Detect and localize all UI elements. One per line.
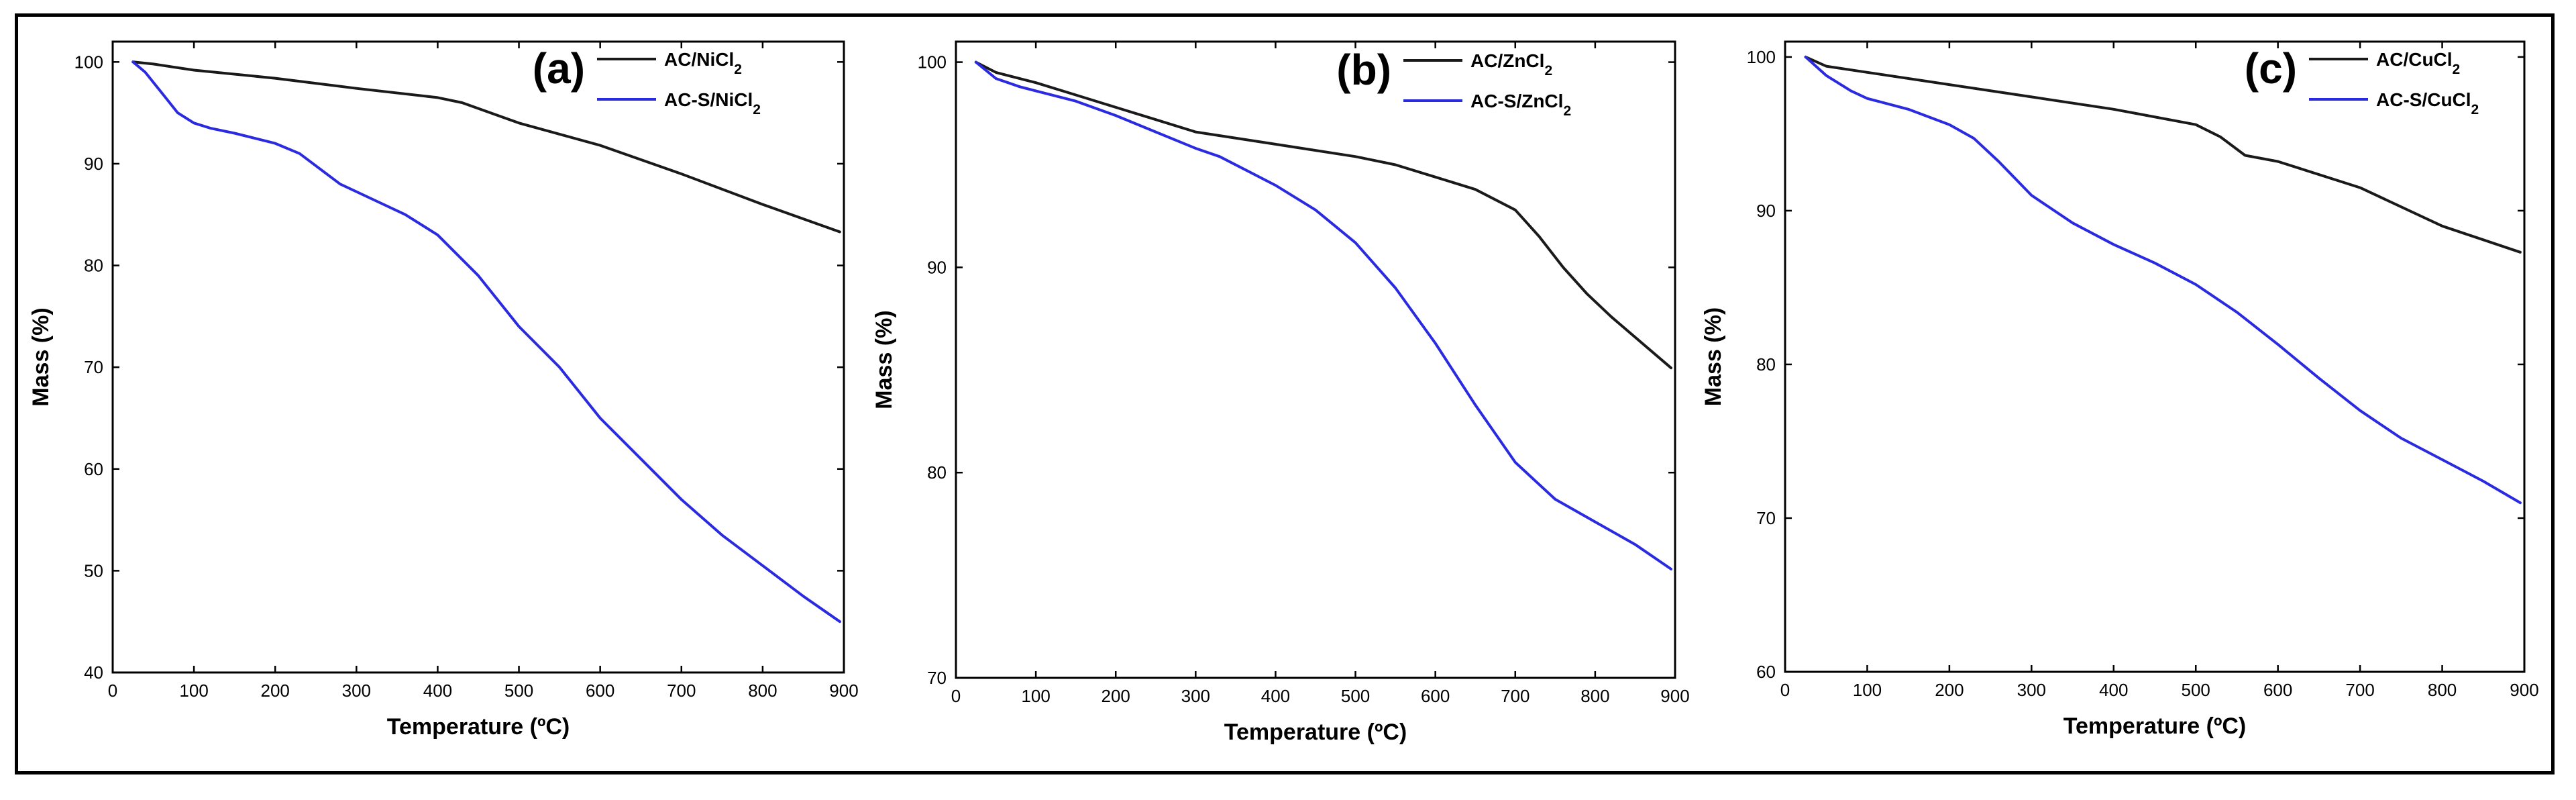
x-tick-label: 400 bbox=[1261, 686, 1290, 706]
series-line-ac bbox=[974, 60, 1672, 370]
x-tick-label: 200 bbox=[1102, 686, 1130, 706]
x-tick-label: 600 bbox=[1421, 686, 1450, 706]
plot-area bbox=[955, 40, 1676, 679]
x-tick-label: 600 bbox=[586, 681, 614, 701]
y-tick-label: 100 bbox=[918, 52, 947, 72]
x-tick-label: 100 bbox=[1021, 686, 1050, 706]
y-tick-label: 60 bbox=[1756, 662, 1776, 682]
y-tick-label: 70 bbox=[927, 668, 947, 688]
y-tick-label: 80 bbox=[927, 462, 947, 483]
legend: AC/CuCl2 AC-S/CuCl2 bbox=[2309, 49, 2479, 117]
legend: AC/ZnCl2 AC-S/ZnCl2 bbox=[1403, 50, 1571, 119]
legend-label: AC-S/NiCl2 bbox=[664, 89, 761, 117]
y-tick-label: 90 bbox=[1756, 201, 1776, 221]
x-tick-label: 900 bbox=[1660, 686, 1689, 706]
x-tick-label: 800 bbox=[2428, 680, 2457, 700]
legend-label: AC-S/ZnCl2 bbox=[1470, 91, 1571, 119]
series-line-ac bbox=[1804, 55, 2522, 254]
legend-label: AC/ZnCl2 bbox=[1470, 50, 1552, 79]
x-axis-title: Temperature (ºC) bbox=[387, 714, 570, 740]
x-axis-title: Temperature (ºC) bbox=[1224, 719, 1407, 745]
legend-label: AC/CuCl2 bbox=[2376, 49, 2460, 77]
chart-panel-2: 0 100 200 300 400 500 600 700 800 900 70 80 90 100 Tem… bbox=[871, 40, 1690, 745]
panel-label: (a) bbox=[533, 44, 585, 93]
figure-frame bbox=[15, 13, 2555, 774]
x-tick-label: 900 bbox=[2510, 680, 2538, 700]
x-tick-label: 800 bbox=[748, 681, 777, 701]
series-line-ac-s bbox=[1804, 55, 2522, 505]
panel-label: (c) bbox=[2245, 44, 2297, 93]
plot-area bbox=[111, 40, 845, 674]
x-tick-label: 300 bbox=[342, 681, 371, 701]
x-tick-label: 900 bbox=[829, 681, 858, 701]
x-tick-label: 700 bbox=[1501, 686, 1529, 706]
y-tick-label: 70 bbox=[84, 357, 103, 377]
x-tick-label: 500 bbox=[1341, 686, 1370, 706]
x-tick-label: 0 bbox=[1780, 680, 1790, 700]
x-tick-label: 700 bbox=[667, 681, 696, 701]
y-tick-label: 50 bbox=[84, 560, 103, 581]
y-tick-label: 90 bbox=[927, 257, 947, 277]
x-tick-label: 500 bbox=[504, 681, 533, 701]
x-tick-label: 100 bbox=[179, 681, 208, 701]
x-tick-label: 400 bbox=[2099, 680, 2128, 700]
chart-panel-3: 0 100 200 300 400 500 600 700 800 900 60 70 80 90 100 T… bbox=[1701, 40, 2539, 739]
y-tick-label: 70 bbox=[1756, 508, 1776, 528]
y-tick-label: 40 bbox=[84, 662, 103, 683]
y-tick-label: 80 bbox=[84, 256, 103, 276]
x-tick-label: 0 bbox=[951, 686, 961, 706]
x-tick-label: 600 bbox=[2263, 680, 2292, 700]
x-tick-label: 200 bbox=[261, 681, 290, 701]
x-tick-label: 200 bbox=[1935, 680, 1964, 700]
x-axis-title: Temperature (ºC) bbox=[2063, 713, 2247, 739]
x-tick-label: 500 bbox=[2182, 680, 2210, 700]
x-tick-label: 800 bbox=[1580, 686, 1609, 706]
y-tick-label: 80 bbox=[1756, 354, 1776, 374]
y-tick-label: 100 bbox=[1747, 47, 1776, 67]
plot-area bbox=[1784, 40, 2526, 673]
x-tick-label: 0 bbox=[108, 681, 117, 701]
x-tick-label: 300 bbox=[1181, 686, 1210, 706]
y-axis-title: Mass (%) bbox=[28, 307, 54, 406]
series-line-ac-s bbox=[131, 60, 841, 623]
y-tick-label: 60 bbox=[84, 459, 103, 479]
y-axis-title: Mass (%) bbox=[1701, 307, 1726, 406]
legend-label: AC/NiCl2 bbox=[664, 49, 742, 77]
x-tick-label: 300 bbox=[2017, 680, 2046, 700]
legend: AC/NiCl2 AC-S/NiCl2 bbox=[597, 49, 761, 117]
chart-panel-1: 0 100 200 300 400 500 600 700 800 900 40 50 60 70 80 90… bbox=[28, 40, 859, 740]
panel-label: (b) bbox=[1336, 46, 1391, 94]
x-tick-label: 100 bbox=[1853, 680, 1882, 700]
legend-label: AC-S/CuCl2 bbox=[2376, 89, 2479, 117]
y-tick-label: 90 bbox=[84, 154, 103, 174]
y-axis-title: Mass (%) bbox=[871, 310, 897, 409]
x-tick-label: 700 bbox=[2345, 680, 2374, 700]
series-line-ac-s bbox=[974, 60, 1672, 570]
y-tick-label: 100 bbox=[74, 52, 103, 72]
series-line-ac bbox=[131, 60, 841, 234]
x-tick-label: 400 bbox=[423, 681, 452, 701]
